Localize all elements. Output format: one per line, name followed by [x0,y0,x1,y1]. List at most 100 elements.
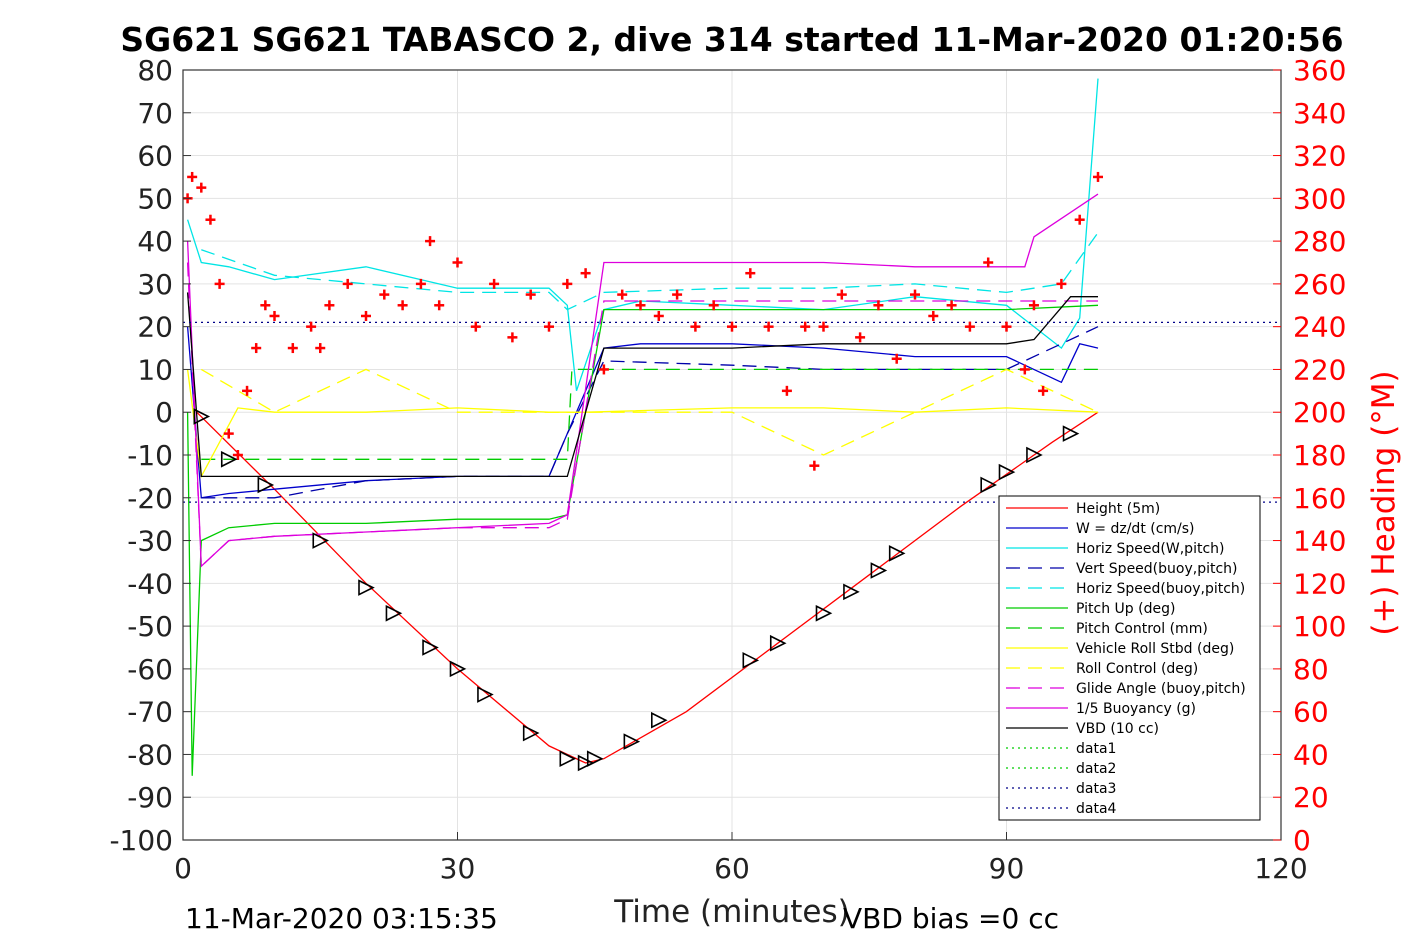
series-line [186,78,1099,392]
heading-marker [1001,321,1012,332]
legend-label: data3 [1076,781,1116,797]
legend-label: Vert Speed(buoy,pitch) [1076,561,1238,577]
heading-marker [928,310,939,321]
footer-timestamp: 11-Mar-2020 03:15:35 [185,902,498,935]
y-right-tick-label: 220 [1293,353,1346,386]
heading-marker [1028,300,1039,311]
y-right-tick-label: 340 [1293,97,1346,130]
y-axis-right-label: (+) Heading (°M) [1366,370,1402,635]
series-line [186,292,1098,478]
heading-marker [910,289,920,300]
y-left-tick-label: -50 [127,610,173,643]
heading-marker [1074,214,1085,225]
legend-label: Glide Angle (buoy,pitch) [1076,681,1246,697]
depth-triangle-marker [586,750,604,768]
heading-marker [635,300,646,311]
depth-triangle-marker [1026,446,1043,464]
heading-marker [544,321,554,332]
heading-marker [269,310,280,321]
heading-marker [324,300,335,311]
y-right-tick-label: 60 [1293,696,1329,729]
x-tick-label: 60 [714,852,750,885]
heading-marker [470,321,481,332]
y-right-tick-label: 280 [1293,225,1346,258]
depth-triangle-marker [385,604,403,622]
depth-triangle-marker [769,634,787,652]
y-left-tick-label: 50 [137,182,173,215]
heading-marker [617,289,628,300]
series-line [200,368,1099,456]
series-line [186,304,1099,776]
heading-marker [187,171,198,182]
y-right-tick-label: 240 [1293,311,1346,344]
y-left-tick-label: 80 [137,54,173,87]
y-left-tick-label: 30 [137,268,173,301]
y-left-tick-label: -10 [127,439,173,472]
y-left-tick-label: -60 [127,653,173,686]
heading-marker [809,460,820,471]
depth-triangle-marker [422,639,439,656]
legend-label: 1/5 Buoyancy (g) [1076,701,1196,717]
depth-triangle-marker [559,750,577,768]
heading-marker [763,321,774,332]
x-tick-label: 120 [1254,852,1307,885]
y-right-tick-label: 140 [1293,525,1346,558]
x-tick-label: 90 [989,852,1025,885]
heading-marker [708,300,719,311]
heading-marker [855,332,866,343]
legend-label: W = dz/dt (cm/s) [1076,521,1195,537]
heading-marker [727,321,737,332]
heading-marker [342,278,353,289]
heading-marker [507,332,518,343]
y-right-tick-label: 180 [1293,439,1346,472]
depth-triangle-marker [815,604,833,622]
y-axis-left: 80 70 60 50 40 30 20 10 0 -10 -20 -30 -40 -50 -60 -70 -8… [109,54,191,857]
heading-marker [232,450,243,460]
series-line [201,368,1098,460]
legend-label: data4 [1076,801,1117,817]
heading-marker [242,385,253,396]
depth-triangle-marker [998,463,1016,481]
x-axis-label: Time (minutes) [613,894,849,930]
legend-label: Pitch Up (deg) [1076,601,1175,617]
y-left-tick-label: -40 [127,567,173,600]
heading-marker [580,268,591,279]
heading-marker [415,278,426,289]
legend-box [998,495,1261,821]
heading-marker [818,321,829,332]
heading-marker [434,300,445,311]
y-right-tick-label: 320 [1293,140,1346,173]
heading-marker [800,321,811,332]
y-left-tick-label: 70 [137,97,173,130]
heading-marker [223,428,234,439]
depth-triangle-marker [1062,425,1080,442]
heading-marker [745,268,756,279]
y-right-tick-label: 120 [1293,567,1346,600]
y-left-tick-label: 40 [137,225,173,258]
y-left-tick-label: -100 [109,824,173,857]
depth-triangle-marker [312,532,330,549]
y-left-tick-label: -70 [127,696,173,729]
x-tick-label: 0 [174,852,192,885]
y-right-tick-label: 100 [1293,610,1346,643]
heading-marker [690,321,701,332]
legend-label: Height (5m) [1076,501,1160,517]
heading-marker [251,343,262,354]
y-left-tick-label: -20 [127,482,173,515]
depth-triangle-marker [623,733,641,750]
depth-triangle-marker [888,545,906,562]
legend-label: Roll Control (deg) [1076,661,1198,677]
depth-triangle-marker [358,579,375,596]
heading-marker [836,289,847,300]
y-axis-right: 3603403203002802602402202001801601401201… [1273,54,1346,857]
heading-marker [1093,171,1103,182]
series-line [201,232,1099,311]
heading-marker [397,300,408,311]
depth-triangle-marker [980,476,997,494]
y-right-tick-label: 300 [1293,182,1346,215]
heading-marker [598,364,609,375]
series-line [186,262,1098,568]
y-left-tick-label: 20 [137,311,173,344]
heading-layer [182,171,1103,471]
